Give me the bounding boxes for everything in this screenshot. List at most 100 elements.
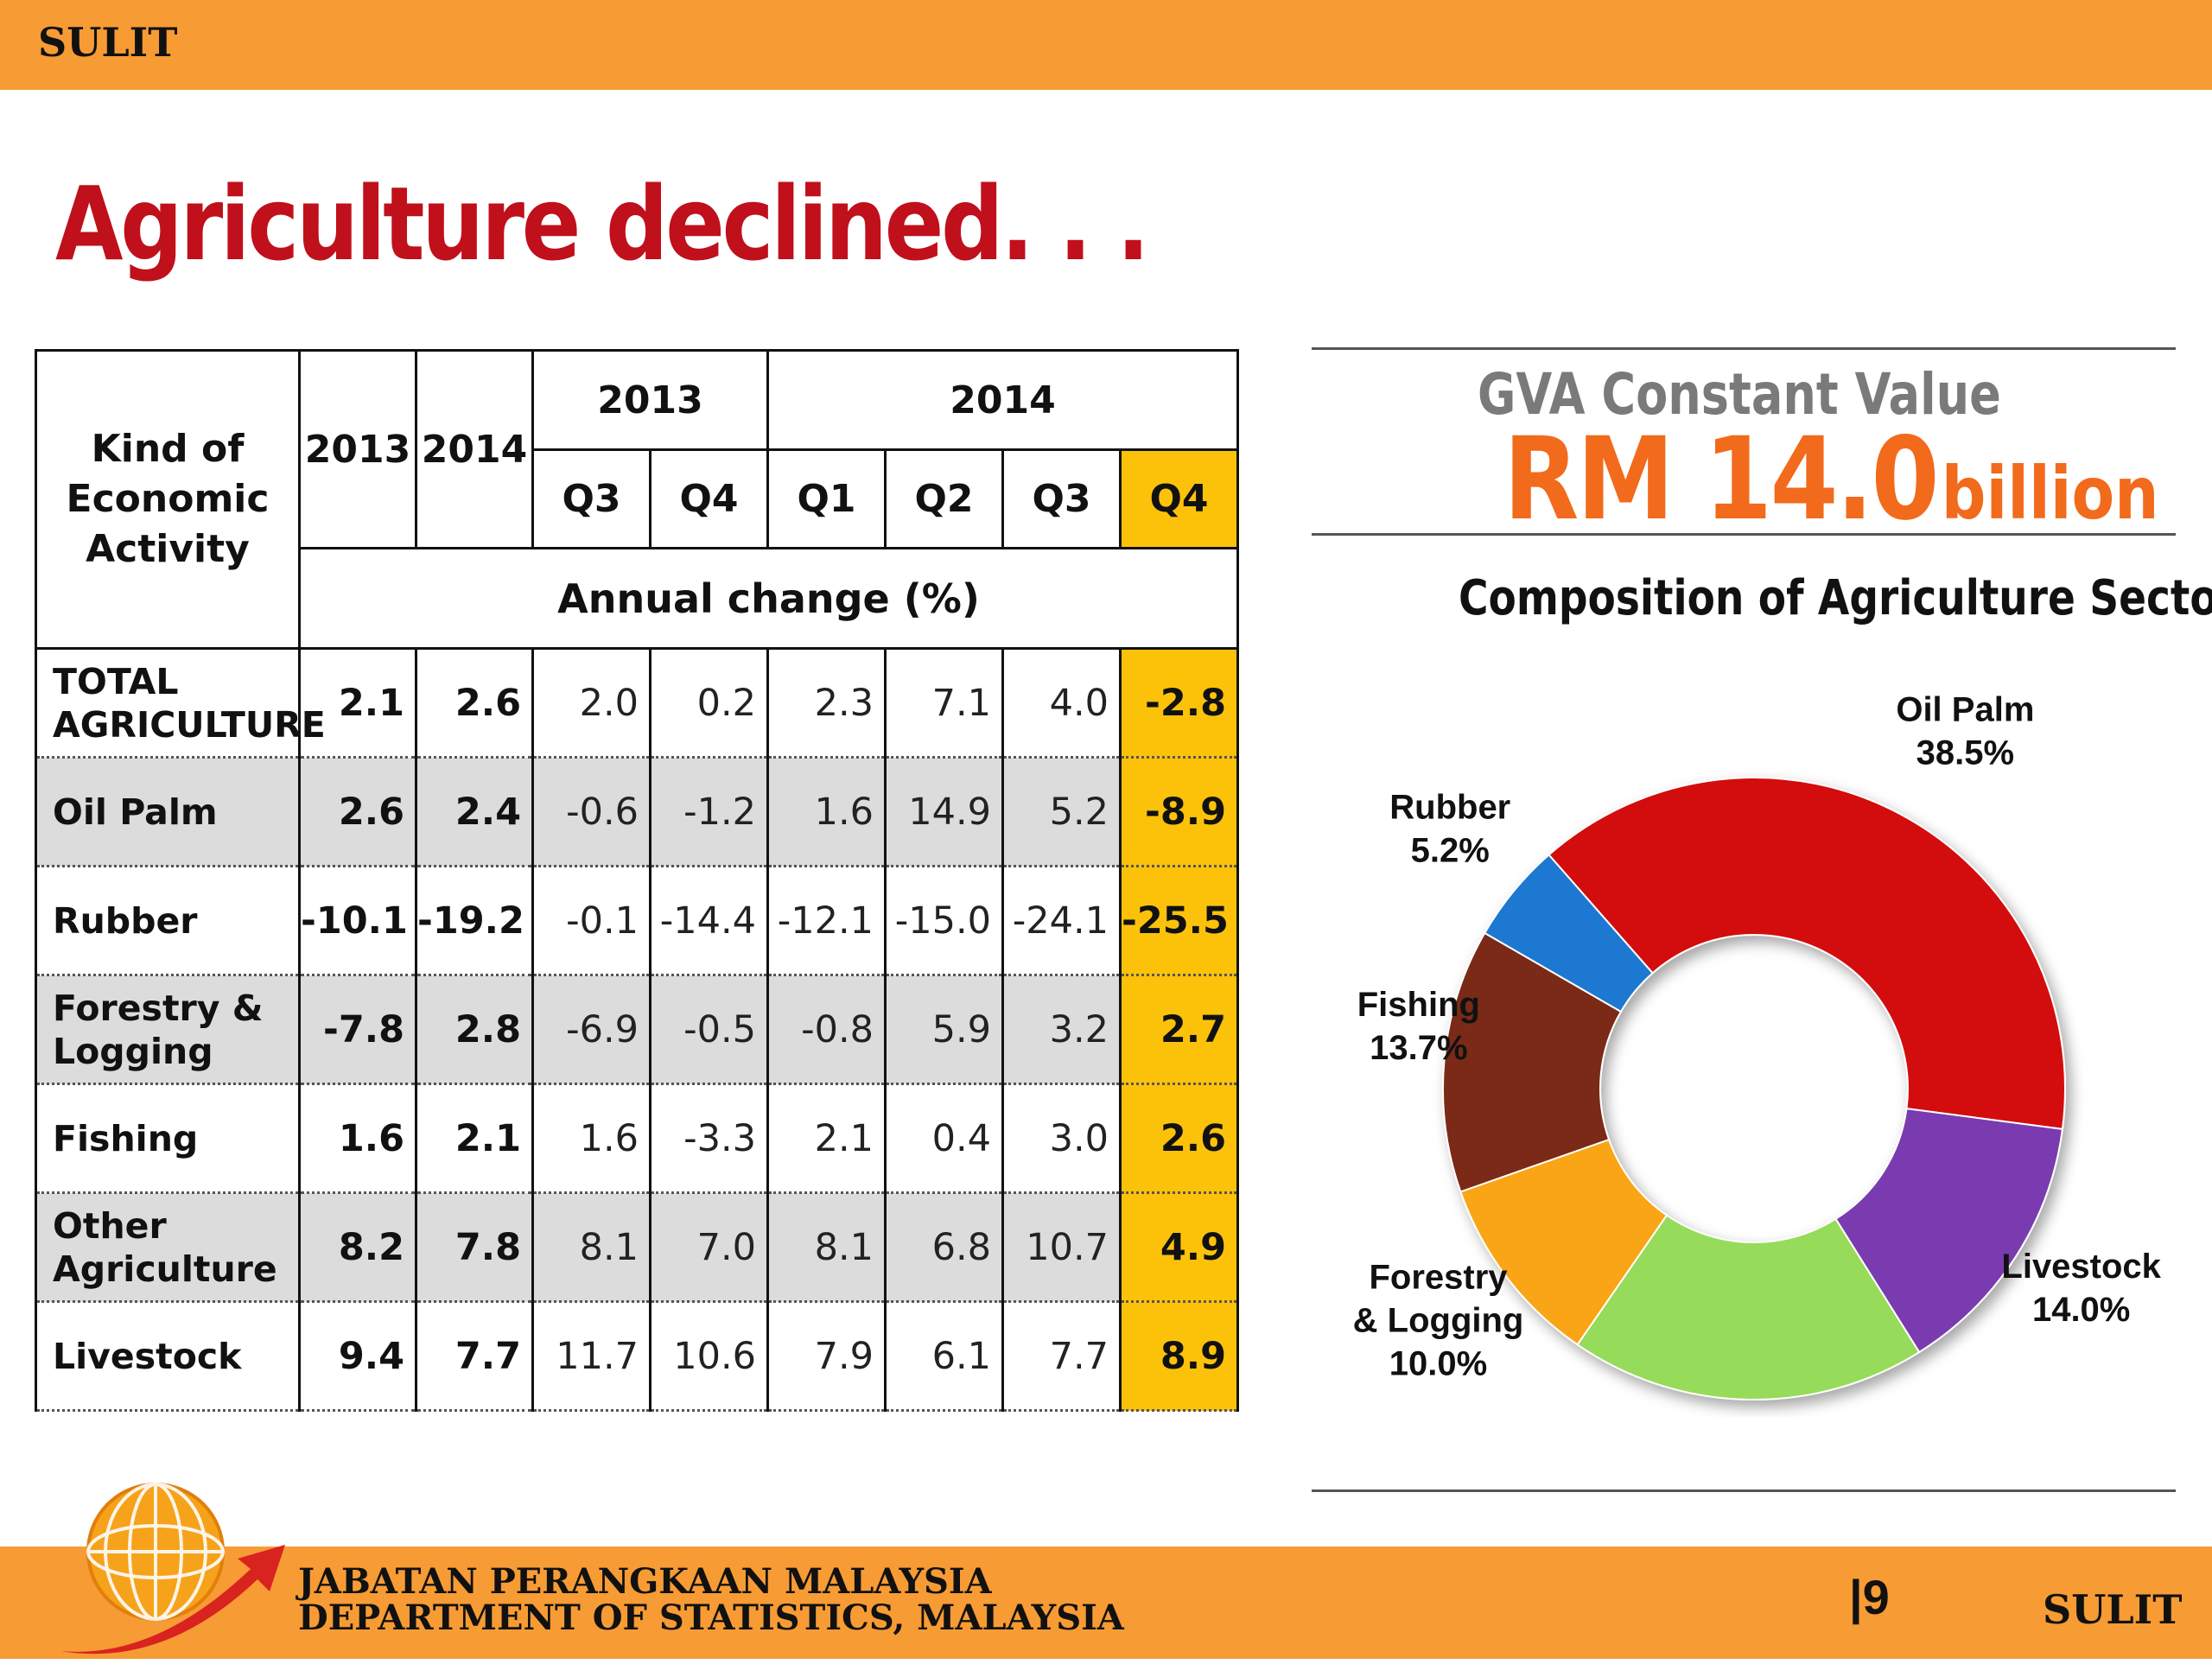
table-row: Other Agriculture 8.2 7.8 8.1 7.0 8.1 6.8 10.7 4…: [35, 1191, 1240, 1303]
table-row: Oil Palm 2.6 2.4 -0.6 -1.2 1.6 14.9 5.2 -8.9: [35, 756, 1240, 867]
header-group-2014: 2014: [766, 349, 1240, 451]
slice-label: Oil Palm 38.5%: [1896, 691, 2034, 772]
table-cell: -0.6: [531, 756, 652, 867]
divider-bottom: [1312, 1489, 2176, 1492]
table-row: TOTAL AGRICULTURE 2.1 2.6 2.0 0.2 2.3 7.1 4.0 -2…: [35, 647, 1240, 759]
donut-slice: [1442, 931, 1623, 1193]
gva-unit: billion: [1941, 451, 2159, 536]
table-cell: 7.7: [415, 1300, 534, 1412]
donut-slice: [1834, 1108, 2064, 1354]
header-year-2013: 2013: [298, 349, 417, 549]
table-cell: 7.8: [415, 1191, 534, 1303]
table-cell: 2.1: [766, 1083, 887, 1194]
table-cell: 2.6: [298, 756, 417, 867]
table-row: Rubber -10.1 -19.2 -0.1 -14.4 -12.1 -15.0 -24.1…: [35, 865, 1240, 976]
footer-org-ms: JABATAN PERANGKAAN MALAYSIA: [298, 1561, 992, 1602]
gva-label: GVA Constant Value: [1478, 361, 2001, 428]
cell-highlight: 2.6: [1118, 1083, 1240, 1194]
table-row: Fishing 1.6 2.1 1.6 -3.3 2.1 0.4 3.0 2.6: [35, 1083, 1240, 1194]
header-quarter: Q3: [531, 448, 652, 549]
slice-label: Rubber 5.2%: [1389, 788, 1510, 869]
table-cell: 8.1: [531, 1191, 652, 1303]
divider-middle: [1312, 533, 2176, 536]
donut-slice: [1548, 777, 2067, 1130]
header-group-2013: 2013: [531, 349, 769, 451]
table-cell: -0.8: [766, 974, 887, 1085]
table-cell: -14.4: [649, 865, 769, 976]
gva-amount: RM 14.0: [1503, 413, 1940, 546]
row-activity-name: TOTAL AGRICULTURE: [35, 647, 326, 759]
table-cell: 2.1: [298, 647, 417, 759]
table-cell: 1.6: [766, 756, 887, 867]
donut-slice: [1576, 1214, 1921, 1400]
table-cell: 0.4: [884, 1083, 1004, 1194]
table-cell: 3.2: [1001, 974, 1122, 1085]
page-number: |9: [1849, 1570, 1890, 1624]
header-year-2014: 2014: [415, 349, 534, 549]
table-cell: 7.7: [1001, 1300, 1122, 1412]
header-activity: Kind of Economic Activity: [35, 349, 301, 650]
table-cell: 0.2: [649, 647, 769, 759]
table-cell: 2.8: [415, 974, 534, 1085]
table-cell: -12.1: [766, 865, 887, 976]
table-cell: 5.9: [884, 974, 1004, 1085]
cell-highlight: 2.7: [1118, 974, 1240, 1085]
header-activity-label: Kind of Economic Activity: [66, 427, 270, 571]
table-cell: 2.3: [766, 647, 887, 759]
table-cell: 1.6: [531, 1083, 652, 1194]
header-annual-change: Annual change (%): [297, 547, 1240, 650]
table-cell: -6.9: [531, 974, 652, 1085]
header-quarter: Q1: [766, 448, 887, 549]
table-cell: -0.5: [649, 974, 769, 1085]
table-cell: 3.0: [1001, 1083, 1122, 1194]
table-cell: 2.4: [415, 756, 534, 867]
table-cell: 2.0: [531, 647, 652, 759]
footer-bar: [0, 1547, 2212, 1659]
table-cell: -0.1: [531, 865, 652, 976]
dosm-logo-icon: [60, 1483, 285, 1654]
table-cell: -10.1: [298, 865, 417, 976]
row-activity-name: Livestock: [35, 1300, 301, 1412]
table-cell: -19.2: [415, 865, 534, 976]
row-activity-name: Fishing: [35, 1083, 301, 1194]
header-quarter: Q3: [1001, 448, 1122, 549]
table-cell: 10.6: [649, 1300, 769, 1412]
table-cell: -7.8: [298, 974, 417, 1085]
row-activity-name: Forestry & Logging: [35, 974, 301, 1085]
slice-label: Fishing 13.7%: [1357, 986, 1480, 1067]
cell-highlight: -8.9: [1118, 756, 1240, 867]
table-cell: 6.8: [884, 1191, 1004, 1303]
table-cell: 8.2: [298, 1191, 417, 1303]
table-cell: 8.1: [766, 1191, 887, 1303]
footer-org-en: DEPARTMENT OF STATISTICS, MALAYSIA: [298, 1597, 1124, 1638]
table-cell: -3.3: [649, 1083, 769, 1194]
table-cell: 9.4: [298, 1300, 417, 1412]
header-quarter-highlight: Q4: [1118, 448, 1240, 549]
table-row: Livestock 9.4 7.7 11.7 10.6 7.9 6.1 7.7 8.9: [35, 1300, 1240, 1412]
table-cell: 2.1: [415, 1083, 534, 1194]
table-cell: -15.0: [884, 865, 1004, 976]
cell-highlight: 4.9: [1118, 1191, 1240, 1303]
slice-label: Forestry & Logging 10.0%: [1353, 1258, 1524, 1382]
footer-organisation: JABATAN PERANGKAAN MALAYSIA DEPARTMENT O…: [298, 1564, 1124, 1636]
slice-label: Livestock 14.0%: [2001, 1248, 2161, 1329]
table-cell: 6.1: [884, 1300, 1004, 1412]
table-row: Forestry & Logging -7.8 2.8 -6.9 -0.5 -0.8 5.9…: [35, 974, 1240, 1085]
table-cell: 11.7: [531, 1300, 652, 1412]
table-cell: 7.9: [766, 1300, 887, 1412]
divider-top: [1312, 347, 2176, 350]
table-cell: 1.6: [298, 1083, 417, 1194]
slide-title: Agriculture declined. . .: [55, 164, 1150, 283]
table-cell: 7.0: [649, 1191, 769, 1303]
table-cell: -1.2: [649, 756, 769, 867]
header-bar: [0, 0, 2212, 90]
table-cell: 2.6: [415, 647, 534, 759]
agriculture-table: Kind of Economic Activity 2013 2014 2013…: [35, 349, 1240, 1412]
table-cell: 7.1: [884, 647, 1004, 759]
cell-highlight: 8.9: [1118, 1300, 1240, 1412]
table-cell: 5.2: [1001, 756, 1122, 867]
row-activity-name: Oil Palm: [35, 756, 301, 867]
classification-header: SULIT: [38, 19, 178, 66]
table-cell: 14.9: [884, 756, 1004, 867]
